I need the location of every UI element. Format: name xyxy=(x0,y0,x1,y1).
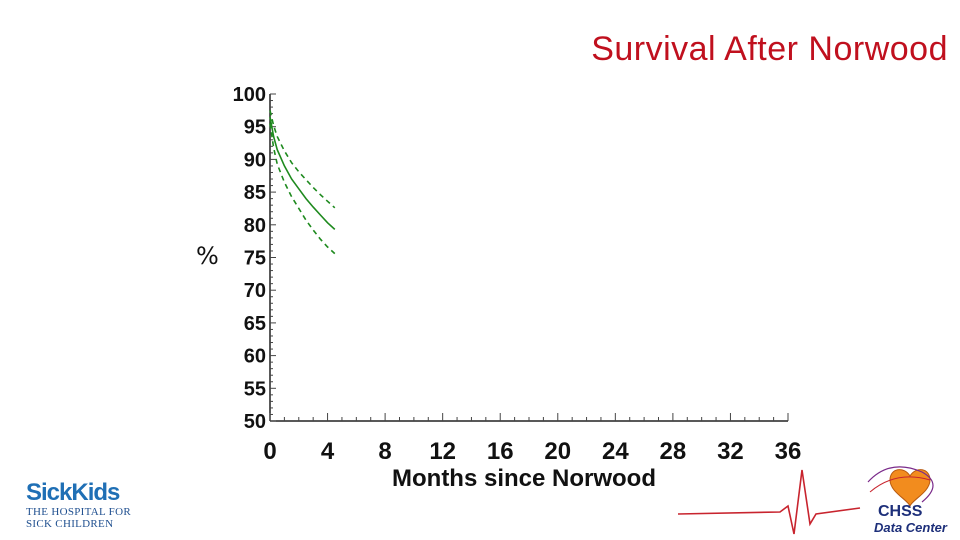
data-center-text: Data Center xyxy=(874,520,948,535)
y-tick-label: 60 xyxy=(244,346,266,368)
swirl-icon xyxy=(867,466,934,503)
y-tick-label: 85 xyxy=(244,182,266,204)
heart-icon xyxy=(889,469,931,508)
ecg-line-icon xyxy=(677,469,861,535)
y-tick-label: 75 xyxy=(244,248,266,270)
sickkids-brand: SickKids xyxy=(26,479,120,506)
y-tick-label: 65 xyxy=(244,313,266,335)
axes xyxy=(269,94,788,422)
x-tick-label: 16 xyxy=(487,438,514,465)
y-tick-label: 70 xyxy=(244,280,266,302)
x-tick-label: 32 xyxy=(717,438,744,465)
y-tick-label: 50 xyxy=(244,411,266,433)
y-axis-label: % xyxy=(196,242,219,270)
sickkids-line1: THE HOSPITAL FOR xyxy=(26,506,131,518)
x-tick-label: 4 xyxy=(321,438,335,465)
swirl-icon xyxy=(869,476,931,493)
y-tick-label: 80 xyxy=(244,215,266,237)
x-tick-label: 0 xyxy=(263,438,276,465)
series-estimate xyxy=(269,116,336,230)
chart-title: Survival After Norwood xyxy=(591,30,948,68)
y-tick-label: 90 xyxy=(244,149,266,171)
y-ticks: 100 95 90 85 80 75 70 65 60 55 50 xyxy=(233,84,276,433)
sickkids-logo: SickKids THE HOSPITAL FOR SICK CHILDREN xyxy=(26,479,146,531)
y-tick-label: 55 xyxy=(244,378,266,400)
x-tick-label: 12 xyxy=(429,438,456,465)
x-tick-label: 20 xyxy=(544,438,571,465)
y-tick-label: 95 xyxy=(244,117,266,139)
x-tick-label: 36 xyxy=(775,438,802,465)
x-axis-label: Months since Norwood xyxy=(392,465,656,492)
x-tick-label: 28 xyxy=(660,438,687,465)
series-lower-confidence-limit xyxy=(269,123,336,255)
sickkids-line2: SICK CHILDREN xyxy=(26,518,114,530)
x-ticks: 0 4 8 12 16 20 24 28 32 36 xyxy=(263,413,801,465)
x-tick-label: 24 xyxy=(602,438,629,465)
series-upper-confidence-limit xyxy=(269,110,336,209)
chss-logo: CHSS Data Center xyxy=(677,466,948,535)
chss-text: CHSS xyxy=(878,503,923,520)
y-tick-label: 100 xyxy=(233,84,266,106)
series-group xyxy=(269,110,336,255)
x-tick-label: 8 xyxy=(378,438,391,465)
